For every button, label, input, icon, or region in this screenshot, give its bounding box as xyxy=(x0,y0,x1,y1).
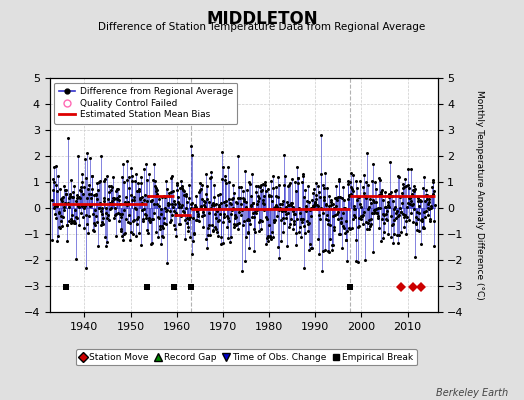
Y-axis label: Monthly Temperature Anomaly Difference (°C): Monthly Temperature Anomaly Difference (… xyxy=(475,90,484,300)
Text: Berkeley Earth: Berkeley Earth xyxy=(436,388,508,398)
Text: MIDDLETON: MIDDLETON xyxy=(206,10,318,28)
Text: Difference of Station Temperature Data from Regional Average: Difference of Station Temperature Data f… xyxy=(99,22,425,32)
Legend: Station Move, Record Gap, Time of Obs. Change, Empirical Break: Station Move, Record Gap, Time of Obs. C… xyxy=(76,349,417,366)
Legend: Difference from Regional Average, Quality Control Failed, Estimated Station Mean: Difference from Regional Average, Qualit… xyxy=(54,82,237,124)
